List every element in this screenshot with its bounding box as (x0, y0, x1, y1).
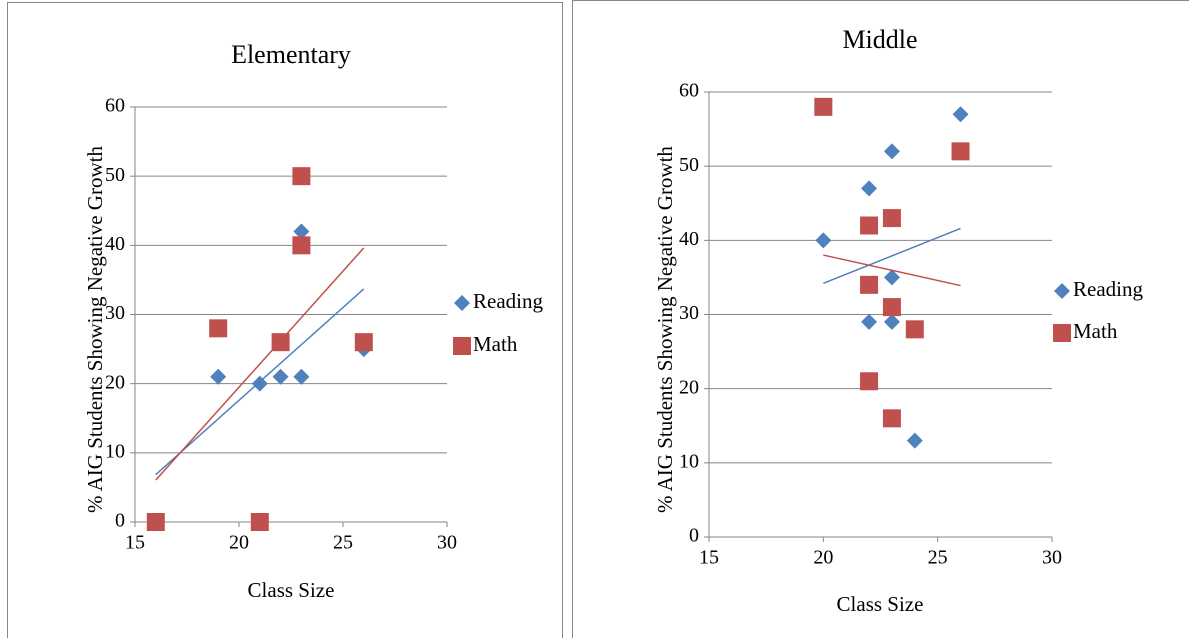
chart-title: Elementary (231, 40, 351, 69)
marker (882, 298, 901, 317)
y-tick-label: 50 (679, 154, 699, 176)
y-tick-label: 30 (105, 302, 125, 324)
y-tick-label: 60 (105, 95, 125, 117)
y-tick-label: 40 (679, 228, 699, 250)
legend-label: Reading (1073, 277, 1143, 301)
marker (453, 337, 471, 355)
x-tick-label: 25 (333, 532, 353, 554)
marker (882, 209, 901, 228)
x-axis-label: Class Size (837, 592, 924, 616)
panel-border (572, 0, 1189, 638)
marker (454, 295, 470, 311)
marker (209, 319, 228, 338)
marker (952, 106, 969, 123)
marker (883, 269, 900, 286)
x-tick-label: 20 (229, 532, 249, 554)
x-axis-label: Class Size (248, 578, 335, 602)
x-tick-label: 15 (699, 547, 719, 569)
y-tick-label: 60 (679, 80, 699, 102)
marker (210, 368, 227, 385)
trendline (155, 247, 365, 481)
y-tick-label: 20 (679, 376, 699, 398)
marker (815, 232, 832, 249)
marker (272, 368, 289, 385)
marker (146, 513, 165, 531)
y-tick-label: 0 (115, 510, 125, 532)
marker (883, 143, 900, 160)
marker (1054, 283, 1070, 299)
x-tick-label: 30 (1042, 547, 1062, 569)
marker (861, 180, 878, 197)
y-tick-label: 20 (105, 371, 125, 393)
marker (354, 333, 373, 352)
x-tick-label: 25 (928, 547, 948, 569)
marker (906, 432, 923, 449)
marker (293, 368, 310, 385)
legend-label: Reading (473, 289, 543, 313)
legend-label: Math (473, 332, 518, 356)
marker (250, 513, 269, 531)
marker (251, 375, 268, 392)
y-tick-label: 40 (105, 233, 125, 255)
y-tick-label: 0 (689, 525, 699, 547)
marker (292, 236, 311, 255)
x-tick-label: 30 (437, 532, 457, 554)
marker (882, 409, 901, 428)
y-tick-label: 30 (679, 302, 699, 324)
marker (293, 223, 310, 240)
marker (905, 320, 924, 339)
marker (951, 142, 970, 161)
trendline (155, 288, 365, 476)
marker (860, 372, 879, 391)
marker (860, 275, 879, 294)
marker (883, 313, 900, 330)
marker (860, 216, 879, 235)
marker (292, 167, 311, 186)
y-axis-label: % AIG Students Showing Negative Growth (83, 146, 107, 513)
marker (1053, 324, 1071, 342)
trendline (823, 254, 961, 287)
legend-label: Math (1073, 319, 1118, 343)
marker (861, 313, 878, 330)
trendline (823, 227, 961, 285)
y-tick-label: 10 (105, 440, 125, 462)
marker (814, 97, 833, 116)
y-tick-label: 10 (679, 450, 699, 472)
chart-title: Middle (842, 25, 917, 54)
y-axis-label: % AIG Students Showing Negative Growth (653, 146, 677, 513)
x-tick-label: 15 (125, 532, 145, 554)
x-tick-label: 20 (813, 547, 833, 569)
panel-border (7, 2, 563, 638)
y-tick-label: 50 (105, 164, 125, 186)
